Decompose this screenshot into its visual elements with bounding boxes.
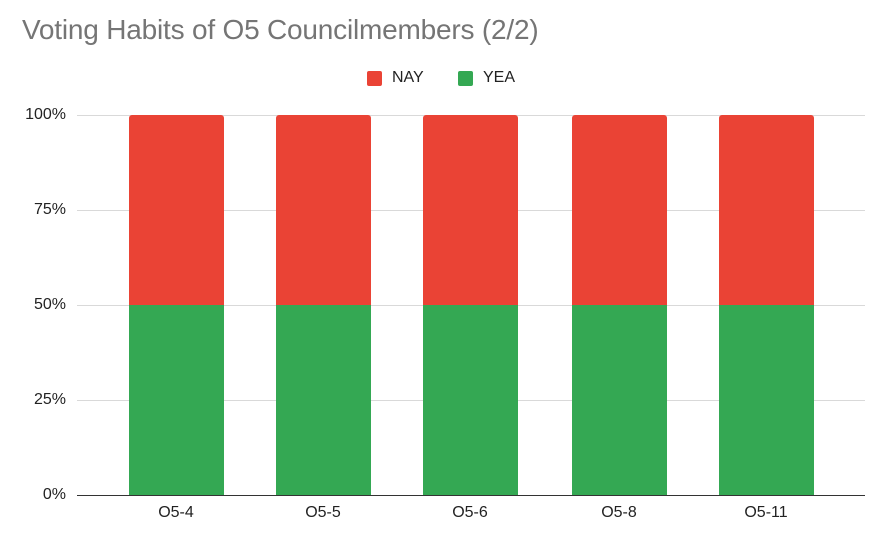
bar-o5-4[interactable] — [129, 115, 224, 495]
legend-label-yea: YEA — [483, 69, 516, 86]
legend: NAY YEA — [0, 66, 879, 90]
bar-segment-yea[interactable] — [129, 305, 224, 495]
bar-segment-nay[interactable] — [129, 115, 224, 305]
bar-segment-nay[interactable] — [572, 115, 667, 305]
bar-segment-yea[interactable] — [423, 305, 518, 495]
bar-segment-nay[interactable] — [276, 115, 371, 305]
bar-segment-nay[interactable] — [423, 115, 518, 305]
legend-label-nay: NAY — [392, 69, 424, 86]
bar-o5-11[interactable] — [719, 115, 814, 495]
nay-swatch-icon — [367, 70, 382, 86]
bar-o5-5[interactable] — [276, 115, 371, 495]
legend-item-nay[interactable]: NAY — [367, 66, 424, 90]
chart-title: Voting Habits of O5 Councilmembers (2/2) — [22, 14, 539, 45]
xtick-label: O5-11 — [744, 504, 788, 521]
legend-item-yea[interactable]: YEA — [458, 66, 515, 90]
ytick-label: 75% — [33, 201, 66, 218]
bar-segment-yea[interactable] — [719, 305, 814, 495]
yea-swatch-icon — [458, 70, 473, 86]
xtick-label: O5-4 — [158, 504, 194, 521]
bar-o5-6[interactable] — [423, 115, 518, 495]
ytick-label: 50% — [33, 296, 66, 313]
bar-segment-yea[interactable] — [572, 305, 667, 495]
bar-segment-nay[interactable] — [719, 115, 814, 305]
bar-o5-8[interactable] — [572, 115, 667, 495]
x-axis-line — [77, 495, 865, 496]
ytick-label: 25% — [33, 391, 66, 408]
xtick-label: O5-5 — [305, 504, 341, 521]
ytick-label: 0% — [42, 486, 66, 503]
xtick-label: O5-8 — [601, 504, 637, 521]
bar-segment-yea[interactable] — [276, 305, 371, 495]
xtick-label: O5-6 — [452, 504, 488, 521]
ytick-label: 100% — [25, 106, 66, 123]
